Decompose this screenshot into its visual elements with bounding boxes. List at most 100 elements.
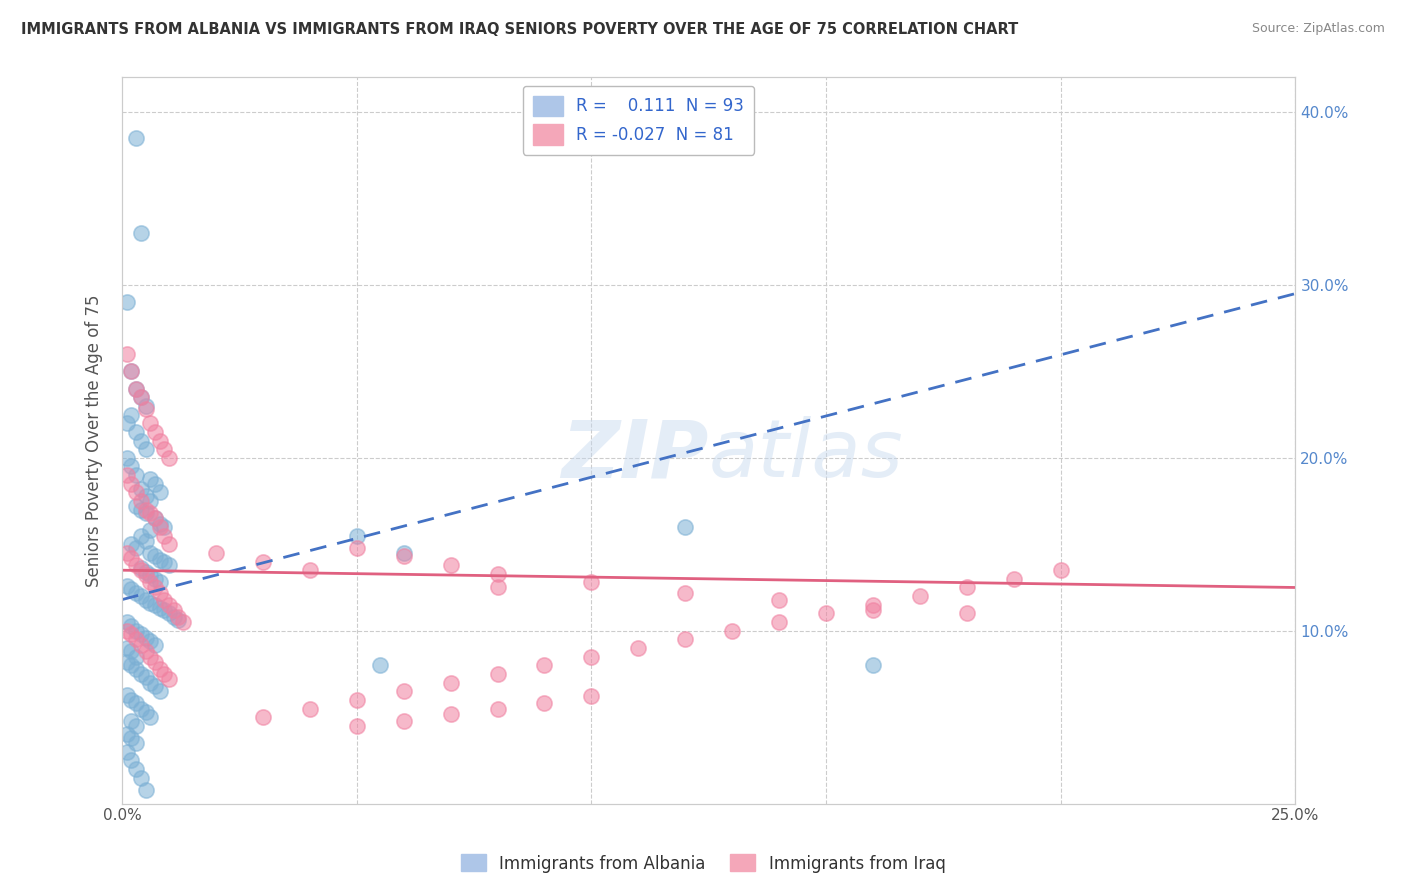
Point <box>115 468 138 483</box>
Point <box>134 670 156 684</box>
Point <box>153 555 176 569</box>
Point <box>134 565 156 579</box>
Point <box>486 701 509 715</box>
Point <box>125 558 148 572</box>
Point <box>143 679 166 693</box>
Point <box>120 618 142 632</box>
Point <box>392 714 415 728</box>
Point <box>115 579 138 593</box>
Point <box>115 416 138 430</box>
Point <box>149 553 172 567</box>
Point <box>139 596 162 610</box>
Point <box>129 502 152 516</box>
Point <box>125 500 148 514</box>
Point <box>129 390 152 404</box>
Point <box>346 719 368 733</box>
Point <box>139 494 162 508</box>
Point <box>346 693 368 707</box>
Point <box>129 561 152 575</box>
Point <box>149 434 172 448</box>
Point <box>125 485 148 500</box>
Point <box>439 706 461 721</box>
Point <box>815 607 838 621</box>
Point <box>139 524 162 538</box>
Point <box>533 658 555 673</box>
Point <box>721 624 744 638</box>
Point <box>134 489 156 503</box>
Point <box>149 520 172 534</box>
Point <box>125 762 148 776</box>
Point <box>115 347 138 361</box>
Point <box>143 549 166 564</box>
Point <box>486 566 509 581</box>
Point <box>143 511 166 525</box>
Point <box>134 644 156 658</box>
Point <box>163 610 186 624</box>
Point <box>129 494 152 508</box>
Point <box>125 541 148 555</box>
Point <box>120 364 142 378</box>
Point <box>143 511 166 525</box>
Point <box>205 546 228 560</box>
Point <box>129 701 152 715</box>
Point <box>120 582 142 597</box>
Point <box>125 585 148 599</box>
Point <box>768 592 790 607</box>
Point <box>139 575 162 590</box>
Point <box>149 516 172 531</box>
Point <box>486 581 509 595</box>
Point <box>149 601 172 615</box>
Point <box>120 459 142 474</box>
Point <box>149 575 172 590</box>
Point <box>120 476 142 491</box>
Point <box>346 541 368 555</box>
Point <box>157 558 180 572</box>
Point <box>115 295 138 310</box>
Point <box>768 615 790 629</box>
Point <box>143 655 166 669</box>
Point <box>298 701 321 715</box>
Point <box>153 528 176 542</box>
Point <box>120 753 142 767</box>
Point <box>134 592 156 607</box>
Point <box>139 546 162 560</box>
Point <box>115 640 138 655</box>
Point <box>129 771 152 785</box>
Point <box>129 627 152 641</box>
Point <box>120 627 142 641</box>
Point <box>392 546 415 560</box>
Point <box>120 644 142 658</box>
Point <box>125 425 148 439</box>
Point <box>149 585 172 599</box>
Point <box>167 610 190 624</box>
Point <box>134 506 156 520</box>
Point <box>862 598 884 612</box>
Point <box>134 399 156 413</box>
Point <box>120 658 142 673</box>
Point <box>439 675 461 690</box>
Point <box>298 563 321 577</box>
Point <box>252 710 274 724</box>
Point <box>120 551 142 566</box>
Point <box>153 603 176 617</box>
Point <box>139 472 162 486</box>
Point <box>673 520 696 534</box>
Point <box>439 558 461 572</box>
Point <box>157 672 180 686</box>
Point <box>115 688 138 702</box>
Point <box>368 658 391 673</box>
Point <box>125 131 148 145</box>
Point <box>115 450 138 465</box>
Point <box>157 537 180 551</box>
Legend: Immigrants from Albania, Immigrants from Iraq: Immigrants from Albania, Immigrants from… <box>454 847 952 880</box>
Point <box>125 468 148 483</box>
Point <box>956 581 979 595</box>
Point <box>346 528 368 542</box>
Point <box>143 425 166 439</box>
Point <box>581 575 603 590</box>
Point <box>143 581 166 595</box>
Point <box>115 727 138 741</box>
Point <box>120 408 142 422</box>
Point <box>143 598 166 612</box>
Point <box>908 589 931 603</box>
